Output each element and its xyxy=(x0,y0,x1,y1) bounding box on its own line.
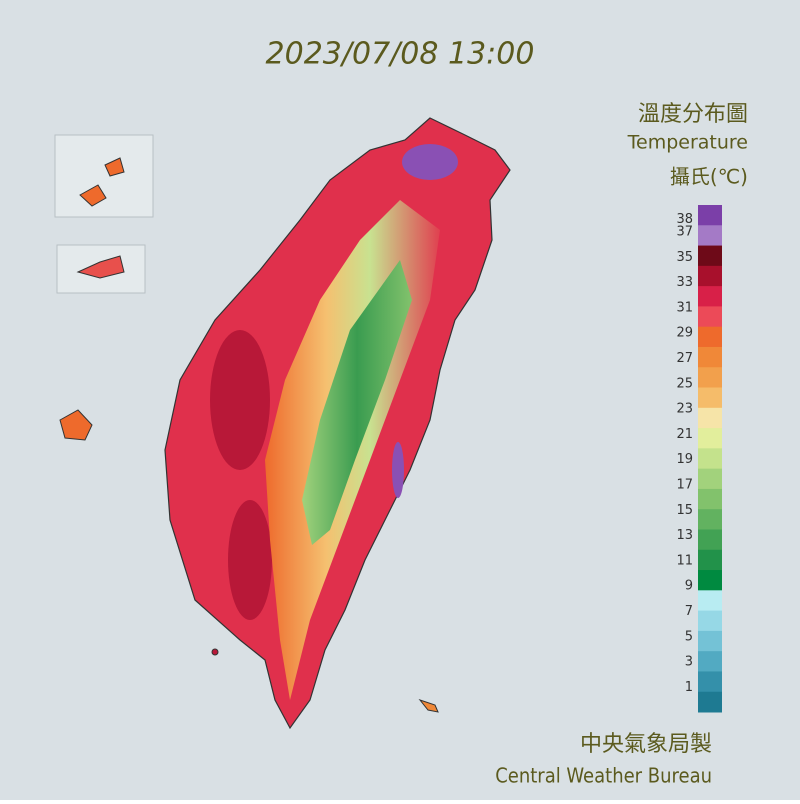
colorbar-segment xyxy=(698,225,722,247)
islet xyxy=(104,157,125,177)
colorbar-tick-label: 35 xyxy=(676,250,693,265)
colorbar-tick-label: 11 xyxy=(676,553,693,568)
colorbar-tick-label: 33 xyxy=(676,275,693,290)
colorbar-tick-label: 29 xyxy=(676,326,693,341)
taiwan-map xyxy=(54,117,511,730)
colorbar-tick-label: 19 xyxy=(676,452,693,467)
islet xyxy=(79,184,107,207)
colorbar-segment xyxy=(698,407,722,429)
timestamp: 2023/07/08 13:00 xyxy=(266,37,535,72)
islet xyxy=(211,648,219,656)
colorbar-segment xyxy=(698,529,722,551)
legend-title-en: Temperature xyxy=(627,132,748,154)
colorbar-tick-label: 7 xyxy=(685,604,693,619)
agency-en: Central Weather Bureau xyxy=(495,764,712,788)
legend-unit: 攝氏(℃) xyxy=(670,165,748,189)
colorbar-segment xyxy=(698,367,722,389)
colorbar-segment xyxy=(698,691,722,713)
colorbar-tick-label: 13 xyxy=(676,528,693,543)
colorbar-segment xyxy=(698,448,722,470)
colorbar-segment xyxy=(698,428,722,449)
colorbar-tick-label: 25 xyxy=(676,376,693,391)
colorbar-segment xyxy=(698,286,722,307)
colorbar-segment xyxy=(698,346,722,368)
colorbar-segment xyxy=(698,326,722,348)
colorbar-segment xyxy=(698,549,722,571)
colorbar-segment xyxy=(698,205,722,226)
colorbar-tick-label: 27 xyxy=(676,351,693,366)
colorbar-segment xyxy=(698,245,722,267)
colorbar-tick-label: 9 xyxy=(685,579,693,594)
colorbar-segment xyxy=(698,468,722,490)
kinmen xyxy=(76,255,125,279)
colorbar-segment xyxy=(698,509,722,530)
colorbar-segment xyxy=(698,570,722,591)
colorbar-segment xyxy=(698,610,722,632)
colorbar-tick-label: 15 xyxy=(676,503,693,518)
colorbar-tick-label: 38 xyxy=(676,212,693,227)
colorbar-segment xyxy=(698,630,722,652)
colorbar-tick-label: 21 xyxy=(676,427,693,442)
colorbar-tick-label: 23 xyxy=(676,402,693,417)
highland-zone xyxy=(302,260,412,545)
agency-zh: 中央氣象局製 xyxy=(580,732,712,757)
colorbar-segment xyxy=(698,488,722,510)
hot-zone xyxy=(228,500,272,620)
hottest-zone xyxy=(392,442,404,498)
colorbar-tick-label: 17 xyxy=(676,477,693,492)
inset-box xyxy=(56,244,146,294)
colorbar-segment xyxy=(698,671,722,693)
inset-box xyxy=(54,134,154,218)
legend-title-zh: 溫度分布圖 xyxy=(638,102,748,127)
colorbar-tick-label: 31 xyxy=(676,300,693,315)
colorbar-segment xyxy=(698,590,722,612)
colorbar-tick-label: 1 xyxy=(685,680,693,695)
colorbar-segment xyxy=(698,387,722,409)
colorbar-tick-label: 5 xyxy=(685,629,693,644)
penghu xyxy=(59,409,93,441)
hot-zone xyxy=(210,330,270,470)
colorbar-segment xyxy=(698,265,722,287)
colorbar-segment xyxy=(698,651,722,672)
islet xyxy=(418,698,439,713)
hottest-zone xyxy=(402,144,458,180)
colorbar-tick-label: 3 xyxy=(685,655,693,670)
colorbar-segment xyxy=(698,306,722,328)
colorbar-tick-label: 37 xyxy=(676,224,693,239)
